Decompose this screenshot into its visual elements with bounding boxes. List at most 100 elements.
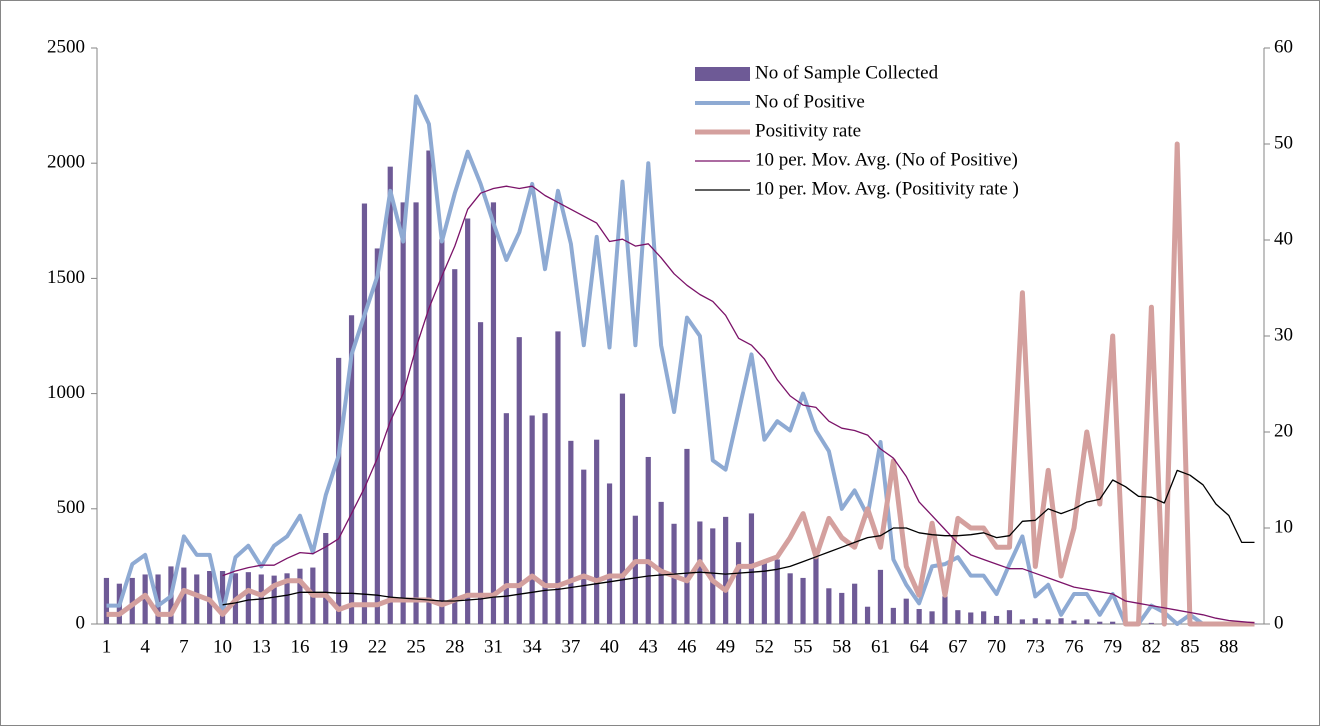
bar bbox=[361, 203, 368, 624]
x-tick-label: 55 bbox=[794, 636, 813, 657]
x-tick-label: 58 bbox=[832, 636, 851, 657]
bar bbox=[1058, 618, 1064, 624]
x-tick-label: 13 bbox=[252, 636, 271, 657]
bar bbox=[1097, 621, 1103, 624]
bar bbox=[981, 611, 987, 624]
bar bbox=[864, 606, 871, 624]
x-tick-label: 25 bbox=[407, 636, 426, 657]
x-tick-label: 88 bbox=[1219, 636, 1238, 657]
bar bbox=[568, 440, 574, 624]
bar bbox=[452, 269, 458, 624]
x-tick-label: 16 bbox=[290, 636, 309, 657]
bar bbox=[852, 583, 858, 624]
bar bbox=[503, 413, 509, 624]
x-tick-label: 43 bbox=[639, 636, 658, 657]
legend-swatch bbox=[695, 67, 750, 81]
bar bbox=[465, 218, 471, 624]
x-tick-label: 61 bbox=[871, 636, 890, 657]
series-line bbox=[106, 141, 1255, 627]
bar bbox=[903, 598, 909, 624]
x-tick-label: 76 bbox=[1064, 636, 1083, 657]
y2-tick-label: 0 bbox=[1274, 612, 1284, 633]
y-tick-label: 0 bbox=[76, 612, 86, 633]
x-tick-label: 19 bbox=[329, 636, 348, 657]
bar bbox=[658, 501, 664, 624]
bar bbox=[348, 315, 355, 624]
bar bbox=[374, 248, 380, 624]
x-tick-label: 70 bbox=[987, 636, 1006, 657]
x-tick-label: 1 bbox=[102, 636, 112, 657]
bar bbox=[1019, 619, 1025, 624]
x-tick-label: 37 bbox=[561, 636, 580, 657]
bar bbox=[400, 202, 406, 625]
x-tick-label: 49 bbox=[716, 636, 735, 657]
series-line bbox=[222, 469, 1255, 606]
bar bbox=[284, 573, 290, 624]
x-tick-label: 31 bbox=[484, 636, 503, 657]
bar bbox=[955, 610, 961, 624]
bar bbox=[1110, 621, 1116, 624]
bar bbox=[542, 413, 548, 624]
bar bbox=[387, 166, 393, 624]
bar bbox=[761, 561, 767, 624]
bar bbox=[439, 239, 445, 624]
bar bbox=[800, 577, 806, 624]
bar bbox=[1148, 622, 1154, 624]
x-tick-label: 85 bbox=[1181, 636, 1200, 657]
y2-tick-label: 40 bbox=[1274, 228, 1293, 249]
series-line bbox=[106, 94, 1255, 626]
bar bbox=[916, 609, 922, 624]
bar bbox=[1006, 610, 1013, 624]
y-tick-label: 500 bbox=[57, 497, 86, 518]
x-tick-label: 10 bbox=[213, 636, 232, 657]
bar bbox=[839, 592, 845, 624]
bar bbox=[929, 611, 935, 624]
bar bbox=[684, 448, 690, 624]
legend-label: No of Positive bbox=[755, 91, 865, 112]
bar bbox=[555, 331, 561, 624]
bar bbox=[323, 532, 329, 624]
x-tick-label: 7 bbox=[179, 636, 189, 657]
legend-label: 10 per. Mov. Avg. (No of Positive) bbox=[755, 149, 1018, 170]
x-tick-label: 67 bbox=[948, 636, 967, 657]
bar bbox=[968, 612, 974, 624]
y2-tick-label: 50 bbox=[1274, 132, 1293, 153]
bar bbox=[787, 573, 793, 624]
bar bbox=[619, 393, 626, 624]
bar bbox=[993, 615, 1000, 624]
bar bbox=[194, 574, 200, 624]
y2-tick-label: 10 bbox=[1274, 516, 1293, 537]
series-line bbox=[222, 185, 1255, 624]
bar bbox=[1084, 619, 1090, 624]
legend-label: 10 per. Mov. Avg. (Positivity rate ) bbox=[755, 178, 1019, 199]
bar bbox=[490, 202, 497, 625]
bar bbox=[219, 571, 226, 624]
x-tick-label: 64 bbox=[910, 636, 930, 657]
bar bbox=[245, 572, 251, 624]
x-tick-label: 82 bbox=[1142, 636, 1161, 657]
x-tick-label: 22 bbox=[368, 636, 387, 657]
y2-tick-label: 60 bbox=[1274, 36, 1293, 57]
bar bbox=[529, 415, 535, 624]
bar bbox=[826, 588, 832, 624]
bar bbox=[516, 337, 522, 624]
bar bbox=[594, 439, 600, 624]
bar bbox=[477, 322, 484, 624]
bar bbox=[1045, 619, 1051, 624]
x-tick-label: 34 bbox=[523, 636, 543, 657]
x-tick-label: 46 bbox=[677, 636, 696, 657]
bar bbox=[774, 559, 780, 624]
bar bbox=[336, 357, 342, 624]
bar bbox=[103, 577, 110, 624]
x-tick-label: 73 bbox=[1026, 636, 1045, 657]
y2-tick-label: 20 bbox=[1274, 420, 1293, 441]
bar bbox=[581, 469, 587, 624]
x-tick-label: 40 bbox=[600, 636, 619, 657]
bar bbox=[877, 569, 884, 624]
x-tick-label: 4 bbox=[140, 636, 150, 657]
bar bbox=[813, 557, 819, 624]
legend-label: Positivity rate bbox=[755, 120, 861, 141]
bar bbox=[942, 596, 948, 624]
